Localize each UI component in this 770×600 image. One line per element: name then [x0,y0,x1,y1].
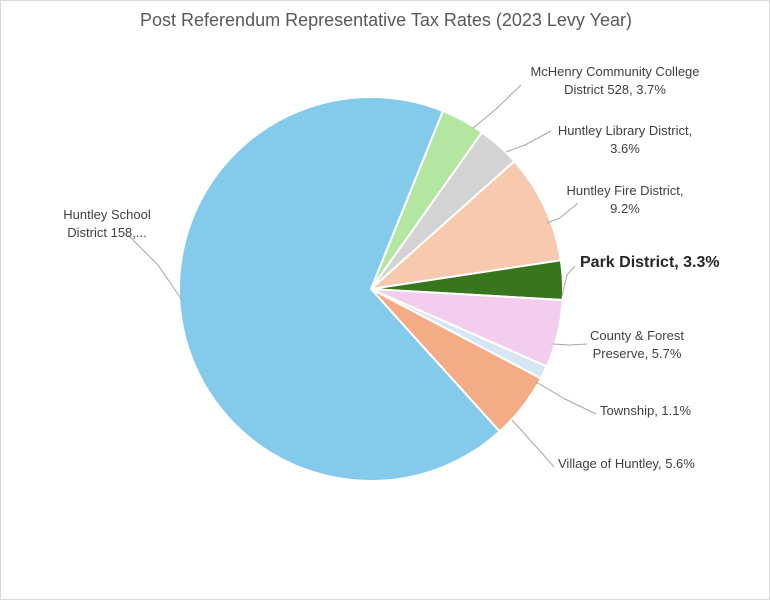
label-line: Huntley Fire District, [566,183,683,198]
label-line: Park District, 3.3% [580,254,720,271]
label-line: Huntley School [63,207,151,222]
label-line: McHenry Community College [530,64,699,79]
label-line: Township, 1.1% [600,403,691,418]
label-line: 9.2% [610,201,640,216]
pie-slices [178,96,565,482]
leader-county-forest-preserve [552,343,588,346]
label-village-of-huntley: Village of Huntley, 5.6% [558,456,695,471]
leader-park-district [561,265,576,297]
label-huntley-library-district: Huntley Library District, 3.6% [558,123,692,156]
label-line: Huntley Library District, [558,123,692,138]
leader-lines [127,84,597,468]
label-line: District 158,... [67,225,146,240]
leader-mchenry-community-college-district-528 [472,84,522,129]
leader-huntley-library-district [505,130,552,153]
label-county-forest-preserve: County & Forest Preserve, 5.7% [590,328,684,361]
label-township: Township, 1.1% [600,403,691,418]
leader-huntley-fire-district [546,202,579,224]
slice-huntley-school-district-158 [178,96,501,482]
leader-huntley-school-district-158 [127,234,183,301]
chart-title: Post Referendum Representative Tax Rates… [140,10,632,30]
label-huntley-school-district-158: Huntley School District 158,... [63,207,151,240]
slice-labels: McHenry Community College District 528, 3… [63,64,719,471]
label-park-district: Park District, 3.3% [580,254,720,271]
label-line: Preserve, 5.7% [593,346,682,361]
label-line: 3.6% [610,141,640,156]
leader-village-of-huntley [511,419,555,468]
label-line: District 528, 3.7% [564,82,666,97]
label-mchenry-community-college-district-528: McHenry Community College District 528, 3… [530,64,699,97]
leader-township [535,381,597,415]
label-huntley-fire-district: Huntley Fire District, 9.2% [566,183,683,216]
label-line: Village of Huntley, 5.6% [558,456,695,471]
label-line: County & Forest [590,328,684,343]
slice-huntley-fire-district [370,160,562,290]
